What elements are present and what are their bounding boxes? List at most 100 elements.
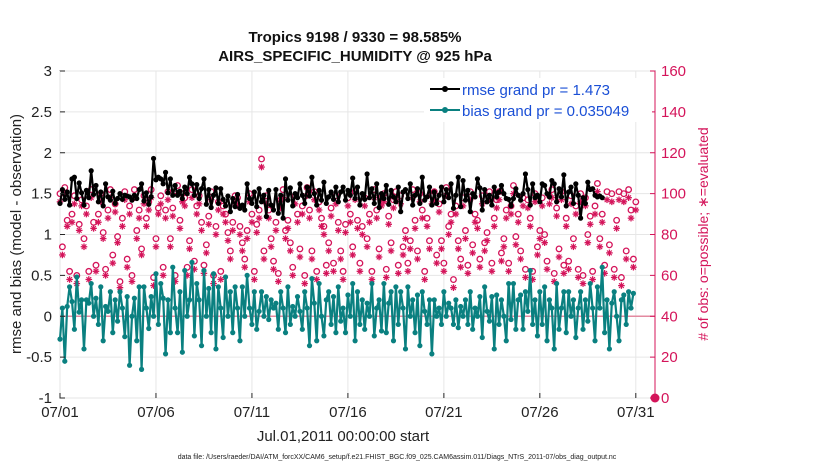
obs-evaluated-marker — [490, 223, 498, 230]
bias-point — [472, 305, 478, 311]
obs-possible-marker — [123, 255, 131, 263]
obs-evaluated-marker — [241, 263, 249, 271]
rmse-point — [302, 200, 308, 207]
obs-evaluated-marker — [541, 239, 548, 246]
rmse-point — [179, 195, 185, 202]
obs-evaluated-marker — [212, 231, 220, 238]
bias-point — [66, 284, 73, 290]
rmse-point — [419, 174, 425, 180]
obs-possible-marker — [339, 267, 347, 275]
bias-point — [110, 330, 116, 336]
rmse-point — [328, 189, 334, 195]
obs-evaluated-marker — [66, 276, 73, 283]
bias-point — [119, 305, 125, 311]
obs-evaluated-marker — [335, 227, 342, 234]
bias-point — [609, 300, 615, 306]
obs-evaluated-marker — [181, 202, 189, 210]
rmse-point — [215, 200, 221, 207]
rmse-point — [335, 199, 341, 205]
y-right-tick-label: 20 — [661, 349, 678, 366]
obs-possible-marker — [349, 243, 357, 251]
rmse-point — [258, 199, 265, 205]
rmse-point — [196, 195, 202, 202]
bias-point — [386, 300, 392, 306]
rmse-point — [383, 182, 389, 189]
bias-point — [542, 284, 548, 290]
bias-point — [554, 280, 560, 287]
rmse-point — [489, 202, 495, 208]
rmse-point — [208, 204, 214, 211]
bias-point — [611, 289, 617, 295]
obs-possible-marker — [382, 265, 390, 273]
rmse-point — [566, 189, 572, 195]
bias-point — [558, 305, 565, 311]
obs-possible-marker — [296, 245, 304, 253]
rmse-point — [436, 192, 442, 198]
obs-evaluated-marker — [157, 200, 165, 208]
bias-point — [510, 280, 517, 287]
bias-point — [568, 313, 574, 319]
rmse-point — [254, 204, 260, 210]
obs-evaluated-marker — [193, 210, 201, 218]
bias-point — [556, 326, 562, 332]
obs-evaluated-marker — [90, 225, 97, 232]
rmse-point — [249, 200, 255, 207]
rmse-point — [510, 195, 517, 202]
obs-evaluated-marker — [375, 253, 383, 261]
bias-point — [64, 303, 70, 310]
rmse-point — [347, 192, 353, 198]
obs-evaluated-marker — [418, 214, 426, 222]
right-axis: 0 20 40 60 80 100 120 140 160 — [650, 63, 686, 407]
bias-point — [515, 297, 521, 303]
rmse-point — [182, 184, 188, 190]
obs-possible-marker — [457, 255, 465, 263]
obs-evaluated-marker — [272, 227, 280, 234]
bias-point — [323, 297, 329, 303]
rmse-point — [520, 191, 526, 197]
bias-point — [258, 289, 265, 295]
bias-point — [138, 366, 145, 372]
obs-evaluated-marker — [562, 223, 570, 230]
bias-point — [350, 280, 356, 287]
bias-point — [501, 313, 507, 319]
bias-point — [206, 285, 212, 292]
rmse-point — [501, 191, 507, 197]
bias-point — [496, 321, 502, 328]
rmse-point — [304, 184, 310, 190]
bias-point — [378, 328, 385, 334]
rmse-point — [522, 171, 529, 177]
bias-point — [292, 313, 298, 319]
bias-point — [345, 292, 351, 298]
rmse-point — [146, 201, 152, 207]
obs-possible-marker — [402, 227, 409, 234]
obs-possible-marker — [198, 218, 206, 226]
obs-possible-marker — [135, 206, 143, 214]
obs-evaluated-marker — [243, 235, 251, 242]
obs-possible-marker — [517, 247, 525, 255]
rmse-point — [170, 192, 176, 198]
bias-point — [333, 330, 339, 336]
rmse-point — [388, 187, 394, 193]
x-axis-label: Jul.01,2011 00:00:00 start — [257, 428, 430, 445]
obs-possible-marker — [322, 261, 330, 269]
obs-evaluated-marker — [404, 267, 412, 275]
bias-point — [470, 326, 476, 332]
rmse-point — [369, 186, 375, 192]
rmse-point — [206, 186, 212, 193]
bias-point — [414, 292, 421, 298]
obs-possible-marker — [502, 206, 510, 214]
bias-point — [208, 330, 214, 336]
obs-evaluated-marker — [260, 255, 268, 263]
bias-point — [174, 330, 181, 336]
bias-point — [460, 313, 466, 319]
rmse-point — [458, 204, 464, 210]
obs-possible-marker — [536, 227, 544, 234]
rmse-point — [71, 174, 77, 180]
obs-evaluated-marker — [457, 263, 464, 271]
obs-evaluated-marker — [445, 231, 452, 238]
rmse-point — [318, 197, 325, 203]
rmse-point — [186, 174, 193, 180]
rmse-point — [585, 179, 591, 185]
obs-evaluated-marker — [366, 218, 373, 226]
bias-point — [513, 326, 519, 332]
